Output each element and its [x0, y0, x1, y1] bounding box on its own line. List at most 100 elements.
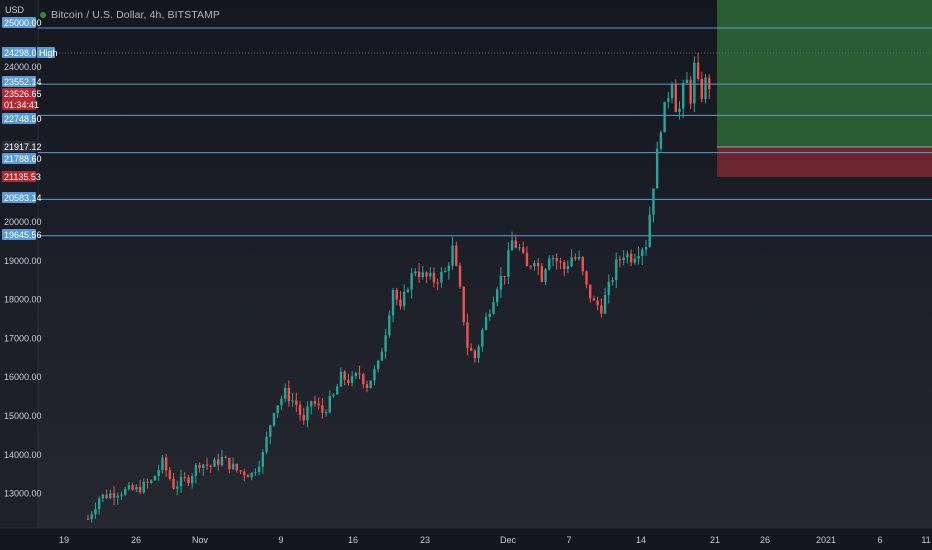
candle-body[interactable]: [406, 289, 410, 292]
candle-body[interactable]: [574, 257, 577, 259]
candle-body[interactable]: [451, 245, 454, 266]
candle-body[interactable]: [265, 436, 268, 453]
candle-body[interactable]: [343, 371, 346, 380]
candle-body[interactable]: [276, 405, 279, 414]
candle-body[interactable]: [90, 514, 93, 519]
candle-body[interactable]: [157, 469, 160, 477]
candle-body[interactable]: [350, 376, 354, 384]
candle-body[interactable]: [205, 464, 209, 466]
candle-body[interactable]: [425, 272, 428, 277]
candle-body[interactable]: [577, 257, 581, 259]
candle-body[interactable]: [440, 271, 443, 283]
candle-body[interactable]: [101, 494, 105, 499]
candle-body[interactable]: [540, 266, 544, 282]
candle-body[interactable]: [116, 495, 119, 498]
profit-zone[interactable]: [717, 0, 932, 147]
candle-body[interactable]: [484, 316, 488, 330]
candle-body[interactable]: [176, 486, 179, 489]
candle-body[interactable]: [447, 265, 451, 271]
candle-body[interactable]: [596, 300, 599, 306]
candle-body[interactable]: [618, 259, 622, 261]
candle-body[interactable]: [164, 457, 168, 471]
candle-body[interactable]: [153, 476, 157, 481]
candle-body[interactable]: [261, 452, 265, 467]
candle-body[interactable]: [306, 406, 309, 421]
candle-body[interactable]: [481, 329, 484, 347]
candle-body[interactable]: [109, 493, 112, 498]
candle-body[interactable]: [213, 459, 216, 467]
candle-body[interactable]: [86, 518, 90, 520]
candle-body[interactable]: [283, 387, 287, 399]
candle-body[interactable]: [685, 79, 689, 84]
candle-body[interactable]: [384, 335, 387, 352]
candle-body[interactable]: [127, 485, 131, 490]
candle-body[interactable]: [243, 471, 246, 476]
candle-body[interactable]: [246, 475, 250, 478]
candle-body[interactable]: [417, 271, 421, 277]
candle-body[interactable]: [142, 481, 145, 493]
candle-body[interactable]: [380, 351, 384, 361]
candle-body[interactable]: [510, 240, 514, 251]
candle-body[interactable]: [436, 282, 439, 284]
candle-body[interactable]: [551, 258, 555, 260]
candle-body[interactable]: [682, 83, 685, 109]
candle-body[interactable]: [217, 459, 220, 466]
candle-body[interactable]: [659, 132, 663, 149]
candle-body[interactable]: [209, 465, 212, 467]
candle-body[interactable]: [708, 77, 711, 90]
candle-body[interactable]: [336, 386, 339, 395]
candle-body[interactable]: [97, 498, 101, 510]
candle-body[interactable]: [369, 380, 372, 388]
candle-body[interactable]: [321, 405, 324, 413]
candle-body[interactable]: [566, 266, 570, 270]
candle-body[interactable]: [239, 470, 242, 472]
candle-body[interactable]: [269, 425, 272, 437]
candle-body[interactable]: [700, 78, 703, 99]
candle-body[interactable]: [324, 412, 328, 414]
candle-body[interactable]: [507, 250, 510, 277]
candle-body[interactable]: [525, 252, 529, 267]
candle-body[interactable]: [399, 299, 402, 307]
candle-body[interactable]: [172, 478, 175, 489]
candle-body[interactable]: [332, 394, 335, 396]
candle-body[interactable]: [641, 249, 644, 256]
candle-body[interactable]: [124, 489, 127, 495]
candle-body[interactable]: [589, 284, 592, 299]
candle-body[interactable]: [674, 84, 677, 112]
candle-body[interactable]: [373, 369, 376, 381]
candle-body[interactable]: [670, 84, 674, 99]
candle-body[interactable]: [611, 279, 614, 282]
candle-body[interactable]: [693, 62, 696, 104]
candle-body[interactable]: [231, 463, 235, 470]
candle-body[interactable]: [179, 476, 183, 487]
candle-body[interactable]: [272, 413, 276, 426]
candle-body[interactable]: [310, 401, 313, 407]
candle-body[interactable]: [559, 261, 562, 263]
candle-body[interactable]: [287, 387, 291, 402]
candle-body[interactable]: [358, 373, 361, 375]
candle-body[interactable]: [429, 272, 432, 277]
candle-body[interactable]: [190, 476, 194, 484]
candle-body[interactable]: [678, 108, 681, 112]
candle-body[interactable]: [696, 62, 700, 79]
candle-body[interactable]: [581, 257, 584, 272]
candle-body[interactable]: [362, 374, 365, 385]
candle-body[interactable]: [629, 253, 633, 263]
candle-body[interactable]: [347, 379, 350, 384]
candle-body[interactable]: [488, 313, 491, 317]
candle-body[interactable]: [667, 98, 670, 102]
candle-body[interactable]: [432, 272, 436, 283]
candle-body[interactable]: [443, 270, 447, 272]
candle-body[interactable]: [298, 404, 302, 416]
candle-body[interactable]: [317, 403, 320, 406]
candle-body[interactable]: [403, 291, 406, 307]
candle-body[interactable]: [339, 371, 343, 387]
candle-body[interactable]: [220, 456, 224, 466]
candle-body[interactable]: [462, 286, 465, 323]
candle-body[interactable]: [302, 415, 305, 421]
candle-body[interactable]: [202, 464, 205, 469]
candle-body[interactable]: [466, 322, 469, 349]
symbol-title[interactable]: Bitcoin / U.S. Dollar, 4h, BITSTAMP: [40, 9, 220, 21]
